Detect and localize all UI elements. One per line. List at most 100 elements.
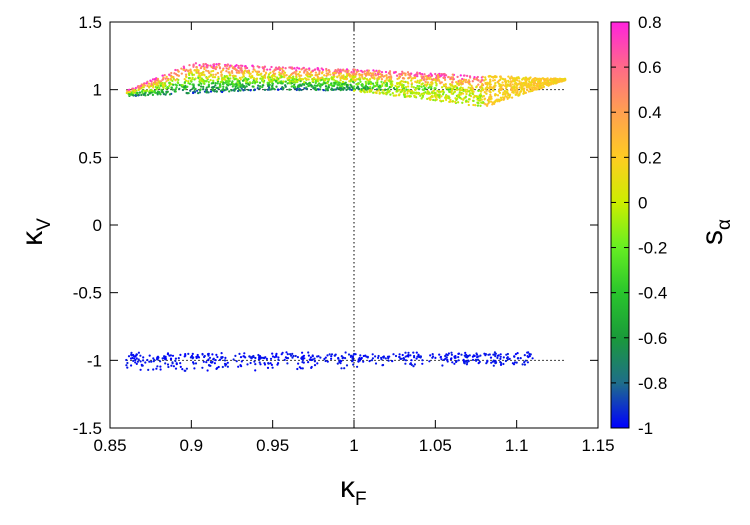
data-point — [404, 86, 408, 89]
data-point — [165, 91, 168, 94]
data-point — [210, 70, 213, 73]
data-point — [528, 77, 531, 80]
data-point — [264, 71, 268, 74]
data-point — [353, 78, 357, 82]
data-point — [382, 75, 385, 78]
data-point — [365, 78, 369, 81]
data-point — [341, 82, 344, 86]
data-point — [202, 360, 205, 363]
data-point — [187, 77, 191, 80]
data-point — [418, 85, 421, 88]
colorbar-tick-label: -1 — [638, 419, 653, 438]
data-point — [194, 62, 198, 65]
data-point — [327, 85, 330, 88]
data-point — [171, 88, 174, 91]
data-point — [221, 88, 224, 91]
data-point — [145, 89, 148, 93]
data-point — [325, 74, 328, 78]
data-point — [147, 82, 151, 85]
data-point — [340, 75, 343, 78]
data-point — [325, 69, 328, 72]
data-point — [431, 353, 434, 356]
data-point — [552, 80, 555, 84]
data-point — [301, 361, 304, 364]
data-point — [513, 361, 517, 364]
data-point — [221, 365, 224, 369]
data-point — [402, 77, 405, 80]
data-point — [538, 84, 541, 88]
data-point — [341, 69, 344, 72]
data-point — [167, 365, 170, 369]
data-point — [371, 357, 374, 360]
data-point — [434, 95, 437, 99]
data-point — [261, 79, 265, 82]
data-point — [462, 98, 465, 101]
data-point — [139, 368, 142, 371]
data-point — [216, 355, 219, 359]
data-point — [499, 96, 503, 99]
data-point — [511, 77, 515, 80]
data-point — [269, 362, 272, 365]
data-point — [247, 88, 250, 92]
data-point — [291, 80, 294, 83]
data-point — [447, 75, 450, 79]
data-point — [485, 92, 488, 95]
data-point — [362, 88, 365, 92]
data-point — [350, 85, 353, 88]
data-point — [339, 79, 342, 82]
data-point — [337, 68, 340, 71]
data-point — [489, 356, 493, 359]
data-point — [519, 89, 523, 93]
data-point — [192, 361, 195, 364]
data-point — [346, 73, 349, 76]
data-point — [503, 89, 507, 93]
data-point — [277, 358, 280, 361]
data-point — [352, 72, 355, 75]
data-point — [169, 77, 172, 81]
data-point — [219, 71, 223, 74]
data-point — [256, 73, 259, 76]
data-point — [455, 88, 459, 91]
data-point — [198, 78, 201, 81]
data-point — [251, 85, 254, 88]
data-point — [563, 79, 566, 82]
data-point — [389, 77, 392, 80]
data-point — [354, 75, 357, 78]
data-point — [320, 76, 323, 80]
data-point — [254, 369, 257, 372]
data-point — [313, 364, 317, 367]
data-point — [165, 80, 168, 83]
data-point — [505, 353, 508, 356]
data-point — [508, 357, 511, 360]
data-point — [154, 85, 157, 89]
data-point — [529, 353, 532, 356]
data-point — [496, 80, 500, 84]
data-point — [492, 85, 496, 89]
data-point — [128, 92, 131, 96]
data-point — [409, 92, 413, 95]
colorbar-tick-label: -0.6 — [638, 329, 667, 348]
data-point — [183, 81, 187, 84]
data-point — [298, 88, 301, 92]
data-point — [410, 359, 413, 362]
data-point — [474, 104, 477, 107]
data-point — [301, 367, 304, 370]
data-point — [499, 360, 502, 364]
data-point — [363, 72, 366, 75]
data-point — [454, 356, 457, 359]
data-point — [319, 356, 322, 359]
data-point — [426, 83, 429, 86]
data-point — [352, 359, 355, 362]
data-point — [298, 70, 301, 74]
data-point — [197, 70, 200, 74]
data-point — [283, 75, 286, 79]
data-point — [495, 98, 499, 101]
data-point — [497, 82, 501, 85]
data-point — [218, 86, 221, 89]
data-point — [461, 101, 464, 104]
data-point — [481, 75, 484, 79]
data-point — [282, 69, 285, 73]
data-point — [313, 360, 316, 363]
data-point — [449, 77, 452, 80]
